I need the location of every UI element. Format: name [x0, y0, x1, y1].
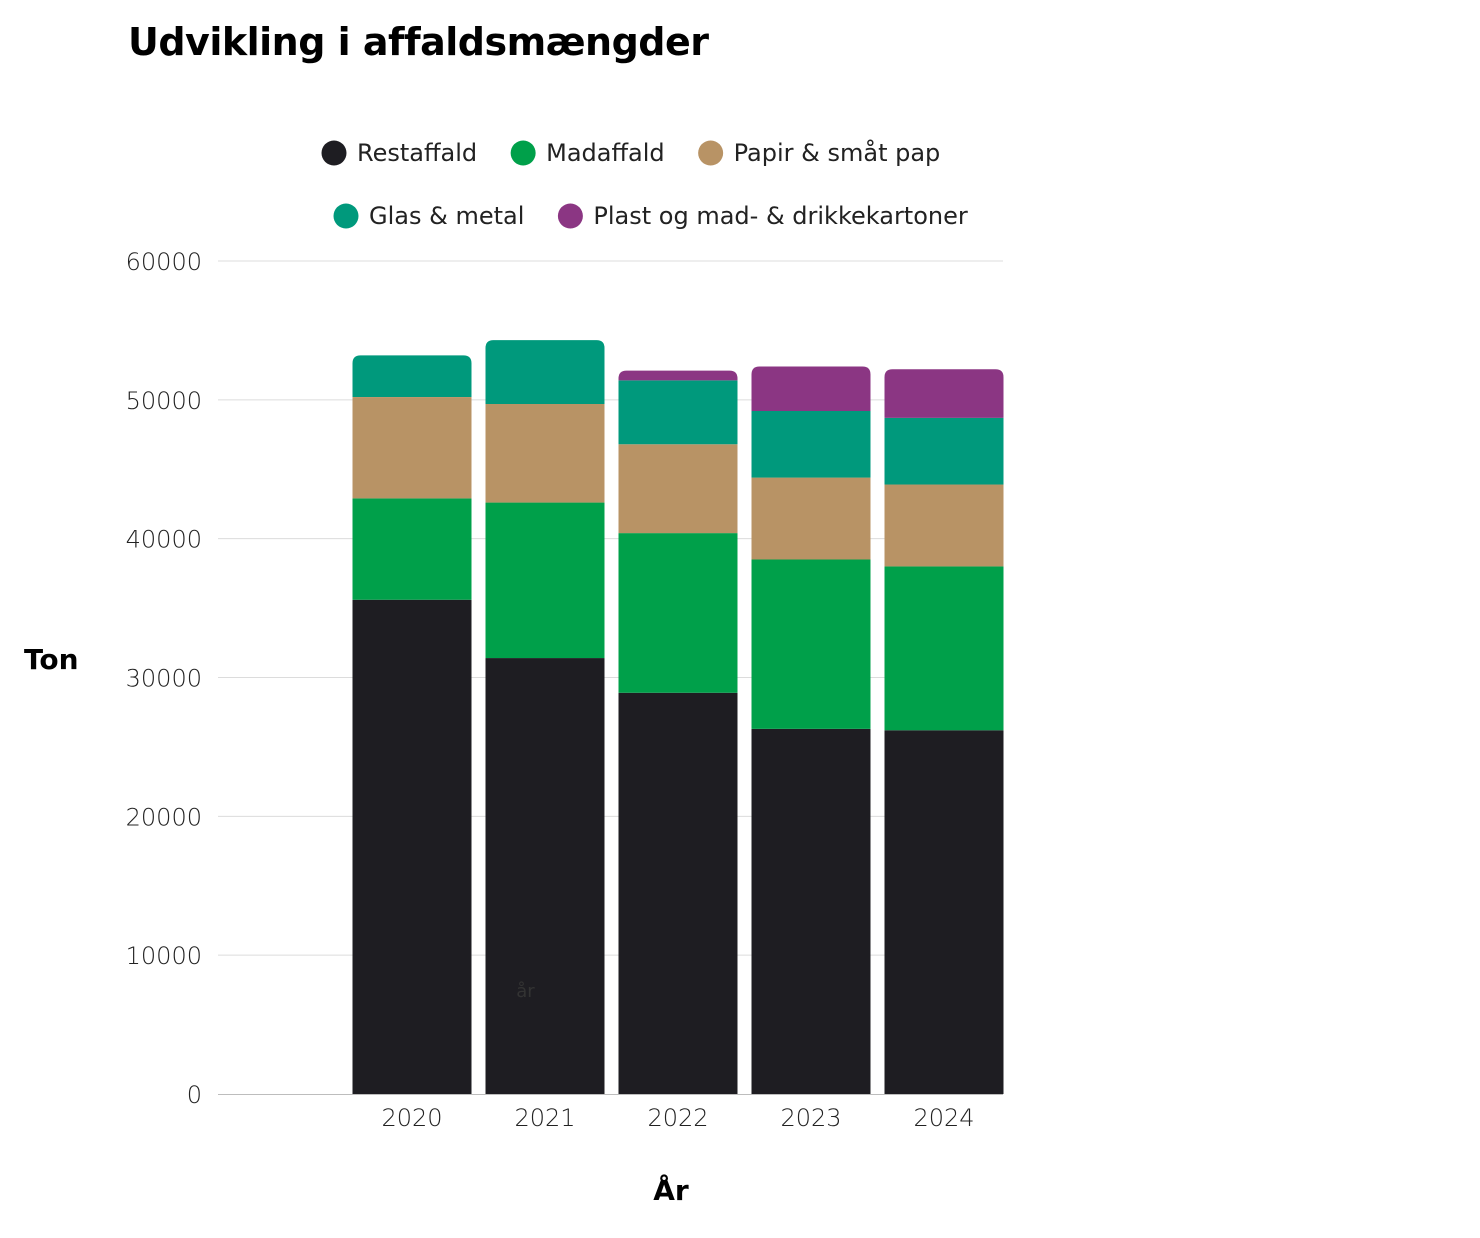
- x-tick-label: 2022: [647, 1104, 708, 1132]
- legend-item[interactable]: Papir & småt pap: [698, 138, 940, 167]
- y-tick-label: 10000: [126, 942, 202, 970]
- annotation-label: år: [516, 981, 535, 1002]
- x-tick-label: 2024: [913, 1104, 974, 1132]
- bar-segment: [618, 380, 738, 445]
- bar-segment: [884, 730, 1004, 1094]
- y-tick-label: 30000: [126, 665, 202, 693]
- bar-segment: [618, 370, 738, 381]
- legend-swatch: [321, 140, 347, 166]
- bar-segment: [751, 559, 871, 729]
- gridlines: [218, 260, 1003, 956]
- bar-segment: [352, 397, 472, 499]
- bar-segment: [751, 728, 871, 1094]
- bar-segment: [485, 502, 605, 659]
- legend-item[interactable]: Madaffald: [510, 139, 665, 167]
- y-axis-ticks: 0 10000 20000 30000 40000 50000 60000: [126, 248, 202, 1109]
- legend-label: Papir & småt pap: [734, 138, 941, 167]
- bars: [352, 340, 1004, 1094]
- y-tick-label: 60000: [126, 248, 202, 276]
- bar-segment: [751, 477, 871, 560]
- bar-segment: [485, 403, 605, 503]
- legend-label: Madaffald: [546, 139, 665, 167]
- y-tick-label: 50000: [126, 387, 202, 415]
- legend-swatch: [698, 140, 724, 166]
- x-tick-label: 2023: [780, 1104, 841, 1132]
- bar-segment: [751, 410, 871, 478]
- bar-segment: [884, 417, 1004, 485]
- bar-segment: [751, 366, 871, 411]
- bar-segment: [485, 658, 605, 1094]
- legend-item[interactable]: Restaffald: [321, 139, 478, 167]
- bar-segment: [618, 692, 738, 1094]
- chart-title: Udvikling i affaldsmængder: [128, 20, 709, 64]
- legend-item[interactable]: Glas & metal: [333, 202, 525, 230]
- x-tick-label: 2020: [381, 1104, 442, 1132]
- legend-label: Restaffald: [357, 139, 477, 167]
- y-tick-label: 0: [187, 1081, 202, 1109]
- legend-item[interactable]: Plast og mad- & drikkekartoner: [557, 202, 968, 230]
- x-tick-label: 2021: [514, 1104, 575, 1132]
- legend-label: Glas & metal: [369, 202, 524, 230]
- bar-segment: [352, 498, 472, 600]
- bar-segment: [352, 355, 472, 398]
- annotations: år: [516, 981, 535, 1002]
- bar-segment: [485, 340, 605, 404]
- legend-swatch: [510, 140, 536, 166]
- y-axis-title: Ton: [24, 643, 79, 676]
- bar-segment: [618, 444, 738, 534]
- y-tick-label: 20000: [126, 803, 202, 831]
- legend-swatch: [557, 203, 583, 229]
- bar-segment: [884, 566, 1004, 731]
- legend-label: Plast og mad- & drikkekartoner: [593, 202, 967, 230]
- bar-segment: [884, 484, 1004, 567]
- y-tick-label: 40000: [126, 526, 202, 554]
- legend: Restaffald Madaffald Papir & småt pap Glas …: [321, 138, 968, 230]
- x-axis-title: År: [653, 1173, 689, 1207]
- bar-segment: [618, 533, 738, 693]
- x-axis-ticks: 2020 2021 2022 2023 2024: [381, 1104, 974, 1132]
- bar-segment: [884, 369, 1004, 418]
- bar-segment: [352, 599, 472, 1094]
- legend-swatch: [333, 203, 359, 229]
